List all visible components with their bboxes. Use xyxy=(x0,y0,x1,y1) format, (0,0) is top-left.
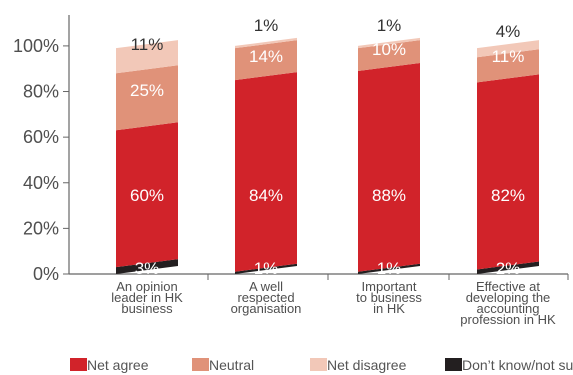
bar-value-label: 1% xyxy=(254,259,279,278)
bar-value-label: 11% xyxy=(492,47,525,66)
bar-value-label: 88% xyxy=(372,186,406,205)
x-category-label: A well respected organisation xyxy=(231,279,302,316)
bar-value-label: 1% xyxy=(377,16,402,35)
bar-value-label: 3% xyxy=(135,259,160,278)
bar-value-label: 82% xyxy=(491,186,525,205)
bar-segment xyxy=(235,40,297,81)
legend-swatch xyxy=(70,358,87,371)
x-category-label: Important to business in HK xyxy=(356,279,422,316)
legend-swatch xyxy=(192,358,209,371)
bar-value-label: 10% xyxy=(372,40,406,59)
bar-segment xyxy=(477,261,539,274)
bar-value-label: 14% xyxy=(249,47,283,66)
y-tick-label: 40% xyxy=(23,173,59,193)
bar-value-label: 4% xyxy=(496,22,521,41)
bar-segment xyxy=(358,40,420,71)
bar-segment xyxy=(116,259,178,274)
y-tick-label: 80% xyxy=(23,82,59,102)
bar-segment xyxy=(358,263,420,274)
bar-segment xyxy=(477,40,539,58)
legend-label: Net agree xyxy=(87,357,149,373)
bar-value-label: 1% xyxy=(377,259,402,278)
x-category-label: An opinion leader in HK business xyxy=(111,279,183,316)
y-tick-label: 60% xyxy=(23,127,59,147)
bar-segment xyxy=(477,74,539,270)
bar-value-label: 60% xyxy=(130,186,164,205)
bar-value-label: 11% xyxy=(131,35,164,54)
bar-value-label: 25% xyxy=(130,81,164,100)
y-tick-label: 20% xyxy=(23,218,59,238)
bar-segment xyxy=(358,62,420,272)
bar-value-label: 1% xyxy=(254,16,279,35)
y-tick-label: 0% xyxy=(33,264,59,284)
bar-segment xyxy=(116,40,178,74)
legend-label: Don’t know/not sure xyxy=(462,357,573,373)
bar-value-label: 2% xyxy=(496,259,521,278)
legend-label: Net disagree xyxy=(327,357,407,373)
bar-segment xyxy=(477,49,539,83)
y-tick-label: 100% xyxy=(13,36,59,56)
bar-segment xyxy=(235,263,297,274)
legend-swatch xyxy=(310,358,327,371)
legend-label: Neutral xyxy=(209,357,254,373)
bar-value-label: 84% xyxy=(249,186,283,205)
bar-segment xyxy=(358,37,420,49)
x-category-label: Effective at developing the accounting prof… xyxy=(460,279,556,327)
bar-segment xyxy=(116,65,178,131)
bar-segment xyxy=(235,37,297,49)
legend-swatch xyxy=(445,358,462,371)
bar-segment xyxy=(235,72,297,272)
bar-segment xyxy=(116,122,178,268)
